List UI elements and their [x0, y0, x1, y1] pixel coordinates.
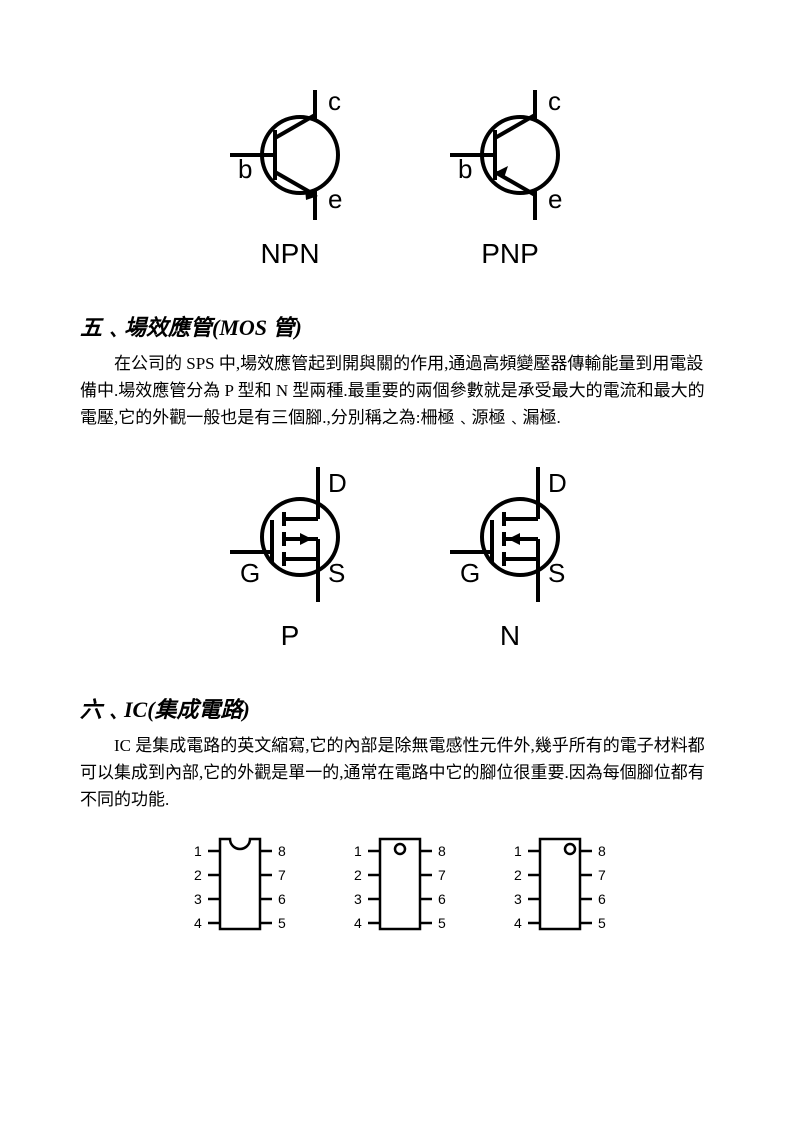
- section5-title: 五﹑場效應管(MOS 管): [80, 310, 720, 342]
- ic1-pin2: 2: [194, 867, 202, 883]
- section6-text: IC 是集成電路的英文縮寫,它的內部是除無電感性元件外,幾乎所有的電子材料都可以…: [80, 732, 720, 814]
- ic2-pin6: 6: [438, 891, 446, 907]
- pnp-label: PNP: [481, 238, 539, 270]
- npn-label: NPN: [260, 238, 319, 270]
- nmos-label: N: [500, 620, 520, 652]
- ic3-pin2: 2: [514, 867, 522, 883]
- pmos-d-label: D: [328, 468, 347, 498]
- ic-package-dot-center: 1 2 3 4 8 7 6 5: [340, 829, 460, 939]
- pmos-g-label: G: [240, 558, 260, 588]
- npn-diagram: b c e NPN: [210, 80, 370, 270]
- ic-diagram-row: 1 2 3 4 8 7 6 5 1 2 3 4 8 7 6 5: [80, 829, 720, 939]
- pnp-e-label: e: [548, 184, 562, 214]
- pmos-s-label: S: [328, 558, 345, 588]
- ic1-pin1: 1: [194, 843, 202, 859]
- ic-package-notch: 1 2 3 4 8 7 6 5: [180, 829, 300, 939]
- transistor-diagram-row: b c e NPN b c e PNP: [80, 80, 720, 270]
- nmos-svg: G D S: [430, 452, 590, 612]
- pnp-c-label: c: [548, 86, 561, 116]
- ic2-pin1: 1: [354, 843, 362, 859]
- ic1-pin7: 7: [278, 867, 286, 883]
- pnp-b-label: b: [458, 154, 472, 184]
- nmos-d-label: D: [548, 468, 567, 498]
- pmos-label: P: [281, 620, 300, 652]
- ic1-pin5: 5: [278, 915, 286, 931]
- ic-package-dot-right: 1 2 3 4 8 7 6 5: [500, 829, 620, 939]
- npn-c-label: c: [328, 86, 341, 116]
- ic3-pin1: 1: [514, 843, 522, 859]
- ic1-pin4: 4: [194, 915, 202, 931]
- ic2-pin4: 4: [354, 915, 362, 931]
- ic3-pin3: 3: [514, 891, 522, 907]
- nmos-s-label: S: [548, 558, 565, 588]
- pnp-svg: b c e: [430, 80, 590, 230]
- ic3-pin6: 6: [598, 891, 606, 907]
- ic3-pin8: 8: [598, 843, 606, 859]
- ic1-pin8: 8: [278, 843, 286, 859]
- mosfet-diagram-row: G D S P G D: [80, 452, 720, 652]
- ic2-pin2: 2: [354, 867, 362, 883]
- ic2-pin3: 3: [354, 891, 362, 907]
- ic3-pin5: 5: [598, 915, 606, 931]
- pmos-diagram: G D S P: [210, 452, 370, 652]
- ic3-pin7: 7: [598, 867, 606, 883]
- npn-e-label: e: [328, 184, 342, 214]
- section6-title: 六﹑IC(集成電路): [80, 692, 720, 724]
- pmos-svg: G D S: [210, 452, 370, 612]
- ic3-pin4: 4: [514, 915, 522, 931]
- ic1-pin3: 3: [194, 891, 202, 907]
- npn-b-label: b: [238, 154, 252, 184]
- ic2-pin8: 8: [438, 843, 446, 859]
- npn-svg: b c e: [210, 80, 370, 230]
- nmos-g-label: G: [460, 558, 480, 588]
- nmos-diagram: G D S N: [430, 452, 590, 652]
- ic2-pin7: 7: [438, 867, 446, 883]
- pnp-diagram: b c e PNP: [430, 80, 590, 270]
- ic1-pin6: 6: [278, 891, 286, 907]
- ic2-pin5: 5: [438, 915, 446, 931]
- section5-text: 在公司的 SPS 中,場效應管起到開與關的作用,通過高頻變壓器傳輸能量到用電設備…: [80, 350, 720, 432]
